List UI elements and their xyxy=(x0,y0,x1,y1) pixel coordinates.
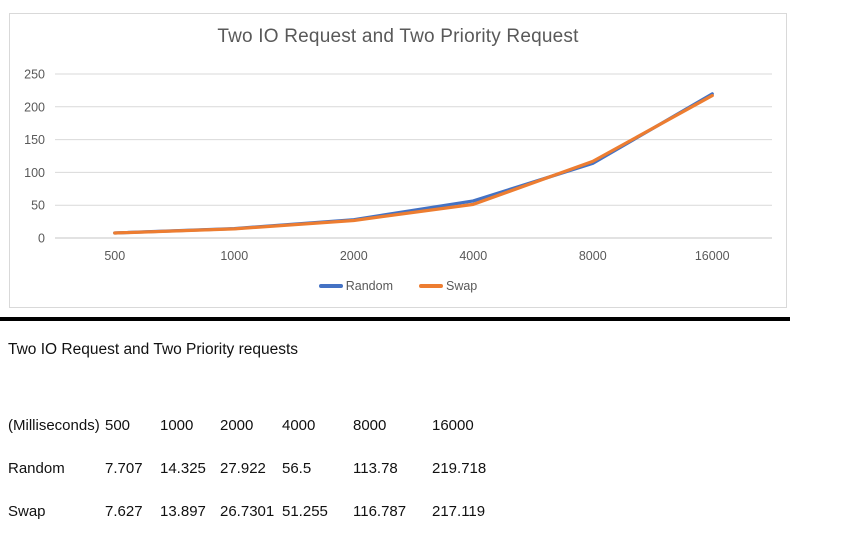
y-tick-label: 150 xyxy=(24,133,45,147)
x-tick-label: 2000 xyxy=(340,249,368,263)
table-cell: 26.7301 xyxy=(220,503,275,520)
table-row-label: Swap xyxy=(8,503,46,520)
legend-swatch-icon xyxy=(318,284,343,288)
chart-panel: Two IO Request and Two Priority Request … xyxy=(9,13,787,308)
y-tick-label: 50 xyxy=(31,199,45,213)
x-tick-label: 8000 xyxy=(579,249,607,263)
y-tick-label: 250 xyxy=(24,68,45,82)
y-tick-label: 200 xyxy=(24,100,45,114)
y-tick-label: 0 xyxy=(38,232,45,246)
divider-line xyxy=(0,317,790,321)
x-tick-label: 16000 xyxy=(695,249,730,263)
line-chart-plot: 0 50 100 150 200 250 500 1000 2000 4000 8000 16000 xyxy=(24,68,772,263)
legend-swatch-icon xyxy=(418,284,443,288)
table-cell: 219.718 xyxy=(432,460,487,477)
table-cell: 51.255 xyxy=(282,503,328,520)
table-cell: 16000 xyxy=(432,417,474,434)
legend-label: Swap xyxy=(445,279,478,293)
legend-item-swap: Swap xyxy=(418,279,478,293)
table-cell: 8000 xyxy=(353,417,387,434)
x-tick-label: 4000 xyxy=(459,249,487,263)
table-cell: 7.627 xyxy=(105,503,143,520)
table-cell: 116.787 xyxy=(353,503,407,520)
legend-label: Random xyxy=(345,279,393,293)
x-tick-label: 500 xyxy=(104,249,125,263)
table-cell: 56.5 xyxy=(282,460,312,477)
table-cell: 13.897 xyxy=(160,503,206,520)
section-heading: Two IO Request and Two Priority requests xyxy=(8,341,299,358)
series-line-swap xyxy=(113,93,714,235)
table-cell: 1000 xyxy=(160,417,194,434)
table-cell: 4000 xyxy=(282,417,316,434)
chart-title: Two IO Request and Two Priority Request xyxy=(217,26,579,47)
table-row-label: (Milliseconds) xyxy=(8,417,100,434)
table-cell: 14.325 xyxy=(160,460,206,477)
table-cell: 217.119 xyxy=(432,503,486,520)
table-cell: 500 xyxy=(105,417,131,434)
x-tick-label: 1000 xyxy=(220,249,248,263)
table-cell: 2000 xyxy=(220,417,254,434)
y-tick-label: 100 xyxy=(24,166,45,180)
table-row-label: Random xyxy=(8,460,65,477)
table-cell: 7.707 xyxy=(105,460,143,477)
data-table: (Milliseconds) 500 1000 2000 4000 8000 16000 Ra… xyxy=(8,416,542,538)
legend-item-random: Random xyxy=(318,279,393,293)
table-cell: 27.922 xyxy=(220,460,266,477)
table-cell: 113.78 xyxy=(353,460,398,477)
chart-legend: Random Swap xyxy=(10,279,786,293)
